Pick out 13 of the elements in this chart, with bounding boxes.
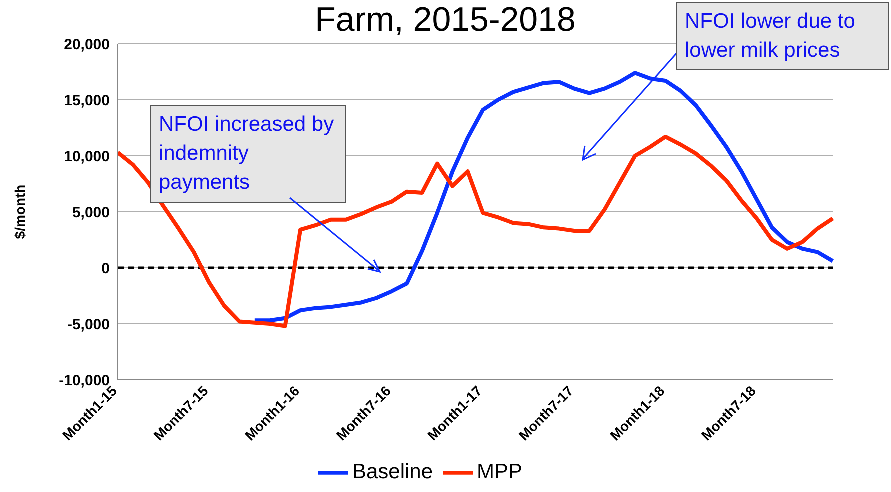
chart-title: Farm, 2015-2018 [315, 1, 576, 39]
annotation: NFOI lower due to lower milk prices [676, 2, 889, 70]
y-tick-label: 10,000 [64, 148, 110, 166]
annotation: NFOI increased by indemnity payments [150, 105, 346, 203]
y-tick-label: 0 [102, 260, 110, 278]
y-tick-label: -5,000 [67, 316, 110, 334]
y-tick-label: 15,000 [64, 92, 110, 110]
legend-label: MPP [477, 460, 523, 484]
legend-label: Baseline [352, 460, 434, 484]
y-tick-label: 20,000 [64, 36, 110, 54]
y-tick-label: 5,000 [72, 204, 110, 222]
line-series [116, 134, 835, 328]
y-axis-title: $/month [12, 184, 28, 240]
